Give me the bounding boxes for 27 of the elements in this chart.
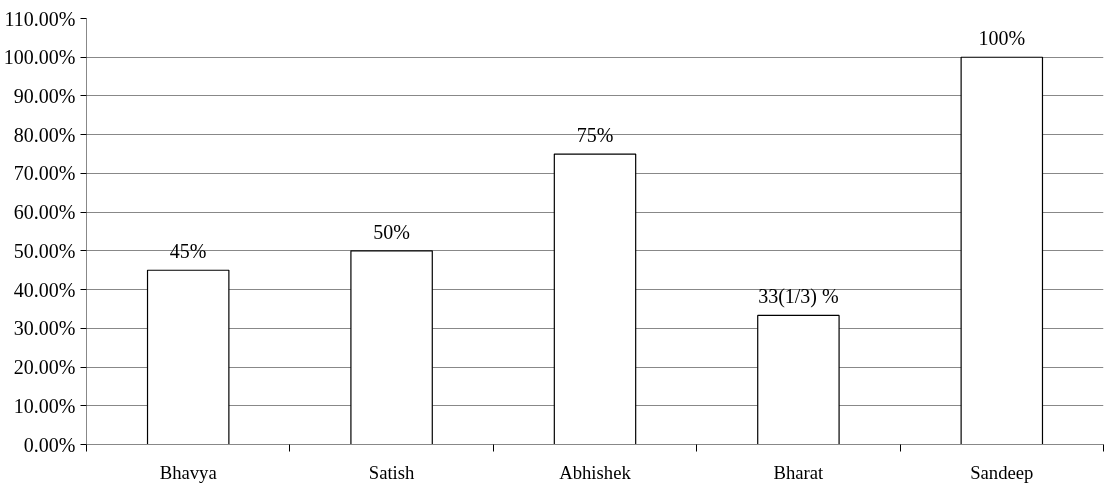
bar [960,56,1044,445]
x-tick-label: Abhishek [559,461,632,483]
y-tick-label: 60.00% [13,201,76,224]
x-tick-label: Satish [368,461,416,483]
y-tick-label: 70.00% [13,162,76,185]
y-tick-label: 90.00% [13,84,76,107]
data-label: 100% [978,27,1026,50]
bar [553,153,637,445]
data-label: 50% [373,220,410,243]
y-tick-label: 0.00% [23,433,76,456]
bar [146,269,230,445]
y-tick-label: 50.00% [13,239,76,262]
y-tick-label: 30.00% [13,317,76,340]
data-label: 75% [576,124,614,147]
y-tick-label: 40.00% [13,278,76,301]
y-tick-label: 100.00% [3,46,76,69]
x-tick-label: Sandeep [970,461,1034,483]
x-tick-label: Bhavya [159,461,218,483]
bar [757,314,840,445]
data-label: 33(1/3) % [758,285,839,309]
y-tick-label: 20.00% [13,356,76,379]
y-tick-label: 110.00% [4,7,76,30]
bar [350,250,433,445]
y-tick-label: 80.00% [13,123,76,146]
data-label: 45% [169,240,207,263]
y-tick-label: 10.00% [13,394,76,417]
x-tick-label: Bharat [773,461,825,483]
